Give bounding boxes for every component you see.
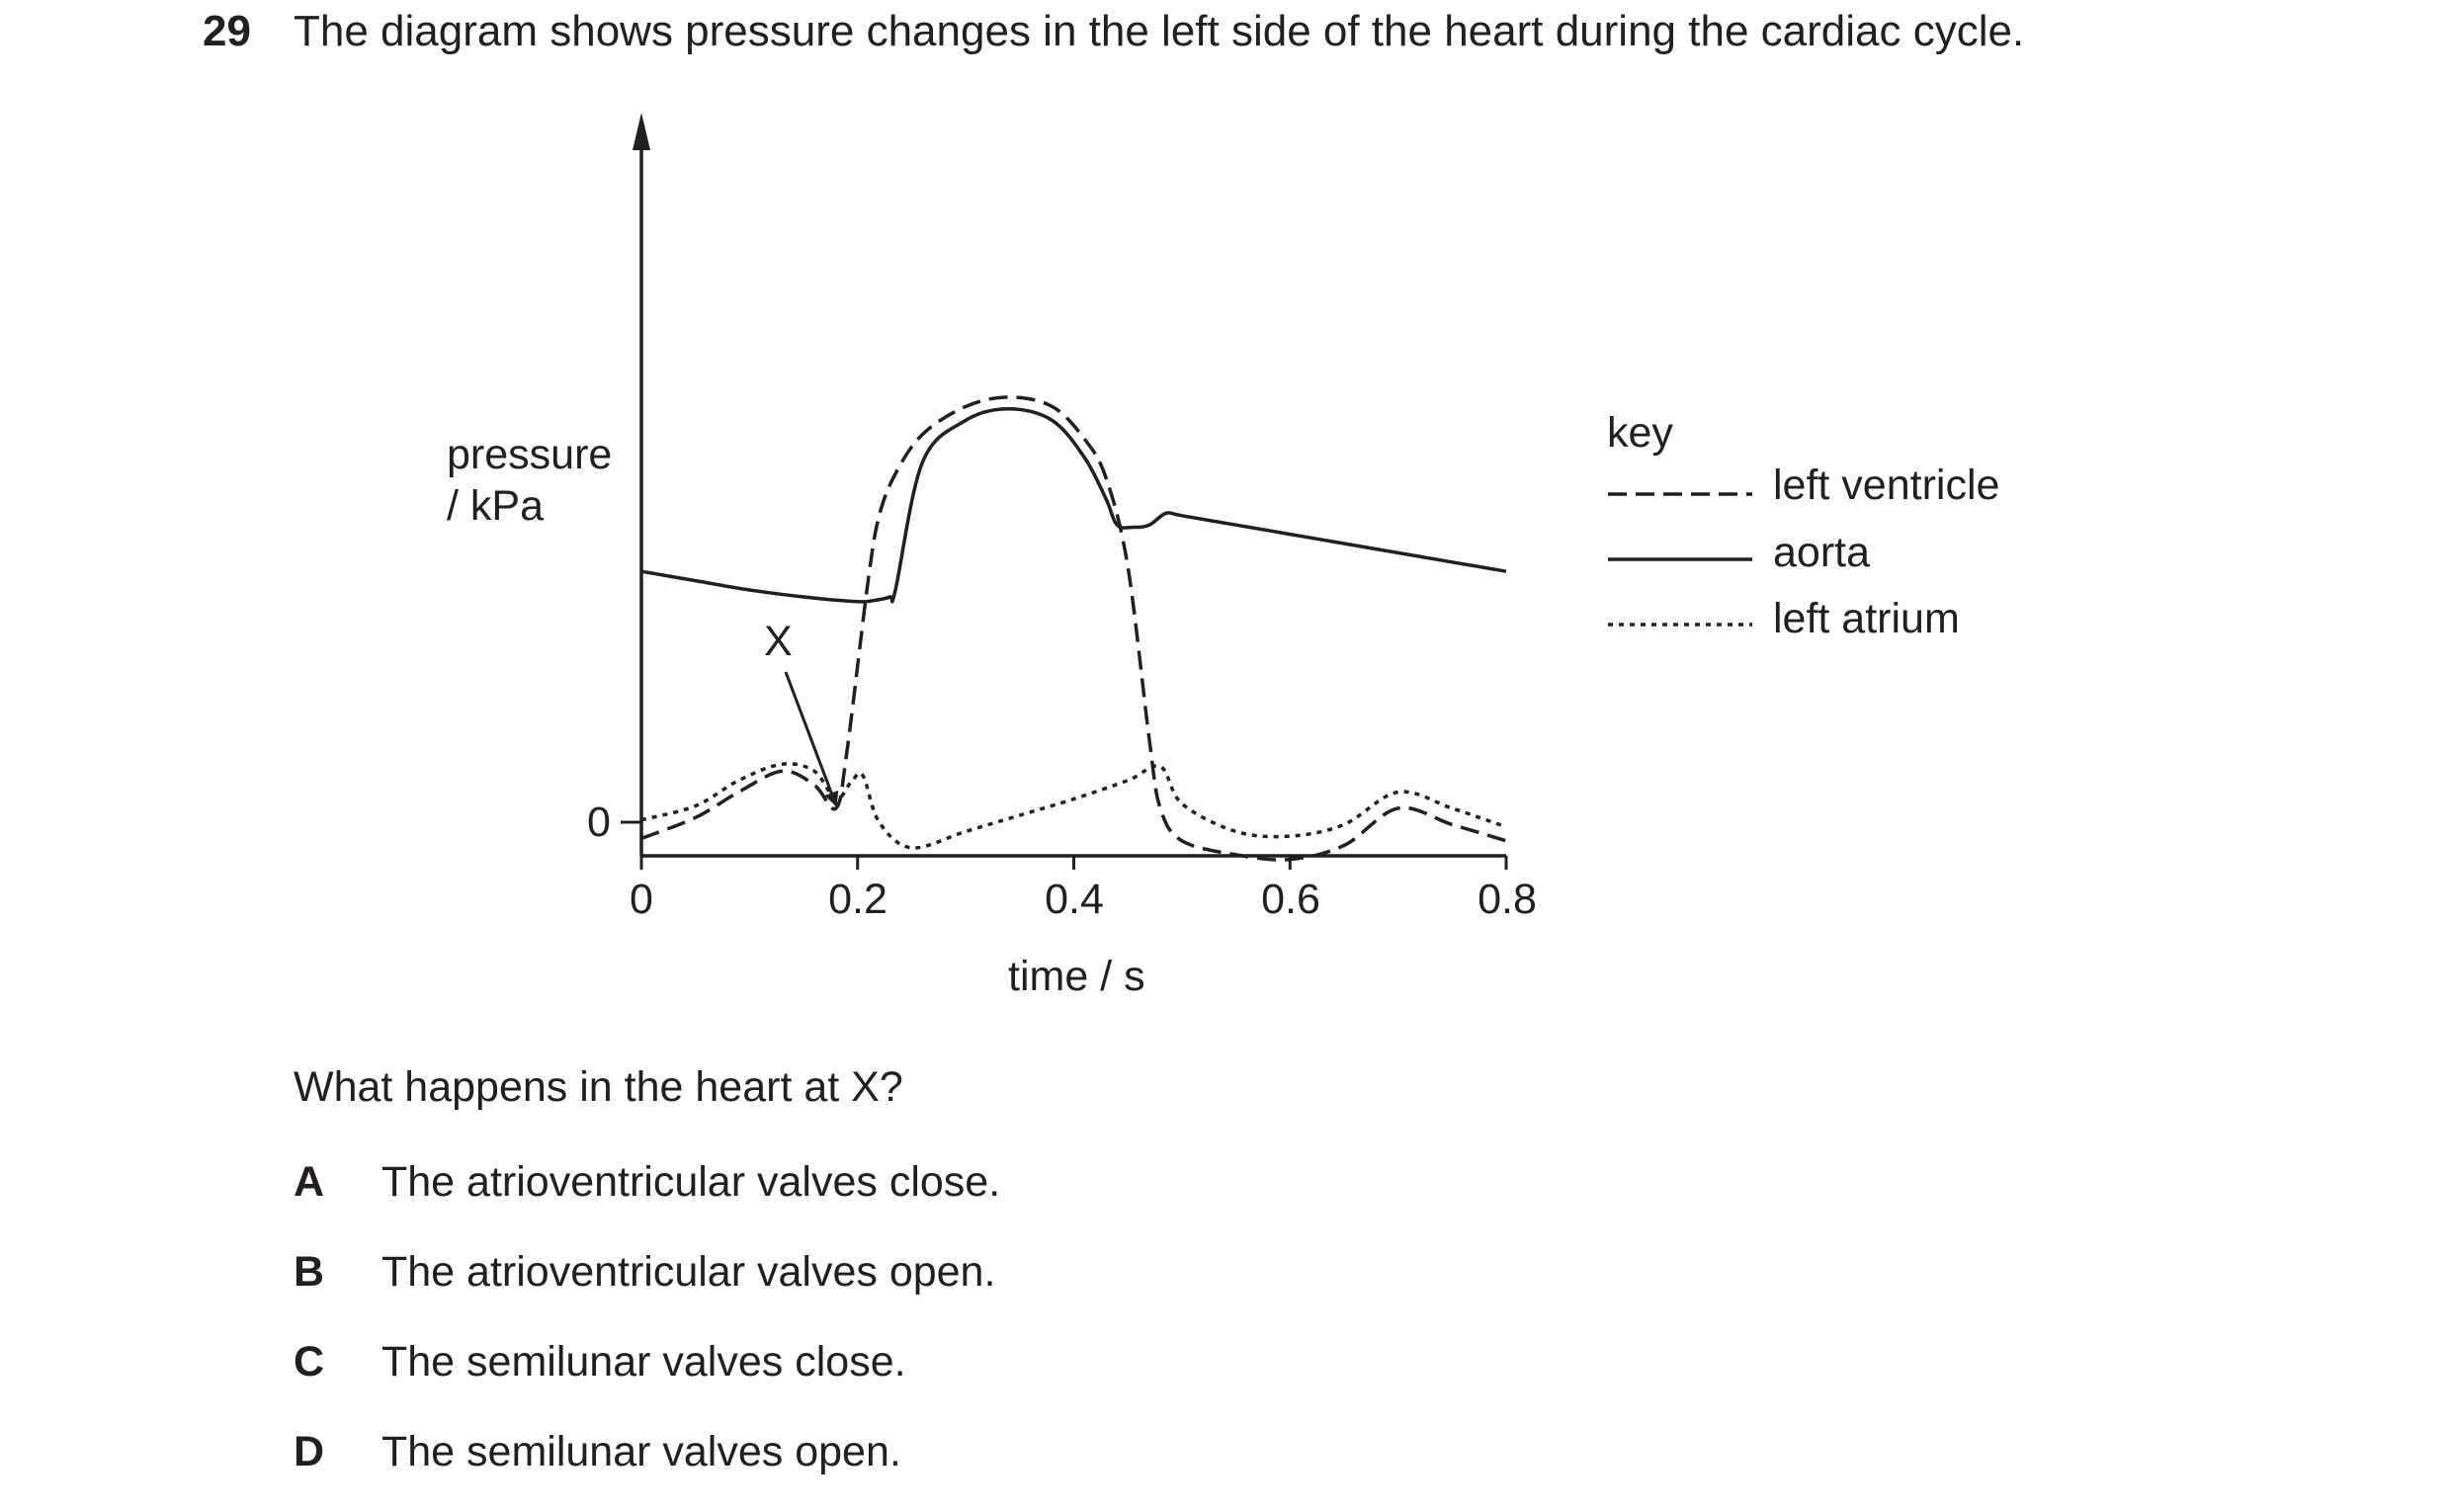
question-stem: The diagram shows pressure changes in th… <box>294 7 2025 55</box>
option-letter: D <box>294 1428 325 1475</box>
y-axis-arrow-icon <box>633 113 650 150</box>
legend-title: key <box>1607 409 1673 457</box>
option-b[interactable]: B The atrioventricular valves open. <box>294 1248 995 1297</box>
y-axis-label-line2: / kPa <box>447 482 544 530</box>
option-letter: C <box>294 1338 325 1386</box>
x-axis-label: time / s <box>1008 953 1145 1000</box>
legend-label-aorta: aorta <box>1773 529 1871 576</box>
option-text: The atrioventricular valves open. <box>381 1248 996 1296</box>
option-d[interactable]: D The semilunar valves open. <box>294 1428 901 1476</box>
option-text: The semilunar valves close. <box>381 1338 906 1386</box>
series-line-left-atrium <box>640 762 1507 850</box>
option-letter: B <box>294 1248 325 1296</box>
x-tick-label: 0 <box>630 876 653 923</box>
x-tick-label: 0.2 <box>828 876 887 923</box>
series-line-aorta <box>640 406 1507 604</box>
x-annotation-arrow <box>784 671 839 807</box>
question-header: 29 The diagram shows pressure changes in … <box>203 2 2024 61</box>
option-text: The semilunar valves open. <box>381 1428 901 1475</box>
y-tick-label: 0 <box>587 798 611 846</box>
legend-label-left-ventricle: left ventricle <box>1773 462 2000 509</box>
option-a[interactable]: A The atrioventricular valves close. <box>294 1158 1000 1207</box>
option-c[interactable]: C The semilunar valves close. <box>294 1338 906 1386</box>
question-prompt: What happens in the heart at X? <box>294 1063 903 1111</box>
y-axis-label-line1: pressure <box>447 431 613 478</box>
option-text: The atrioventricular valves close. <box>381 1158 1001 1206</box>
annotation-label-x: X <box>764 618 793 665</box>
y-axis-label: pressure / kPa <box>447 429 612 532</box>
question-number: 29 <box>203 7 251 55</box>
option-letter: A <box>294 1158 325 1206</box>
x-tick-label: 0.4 <box>1045 876 1104 923</box>
x-tick-label: 0.8 <box>1478 876 1537 923</box>
legend-label-left-atrium: left atrium <box>1773 595 1960 642</box>
x-tick-label: 0.6 <box>1261 876 1320 923</box>
